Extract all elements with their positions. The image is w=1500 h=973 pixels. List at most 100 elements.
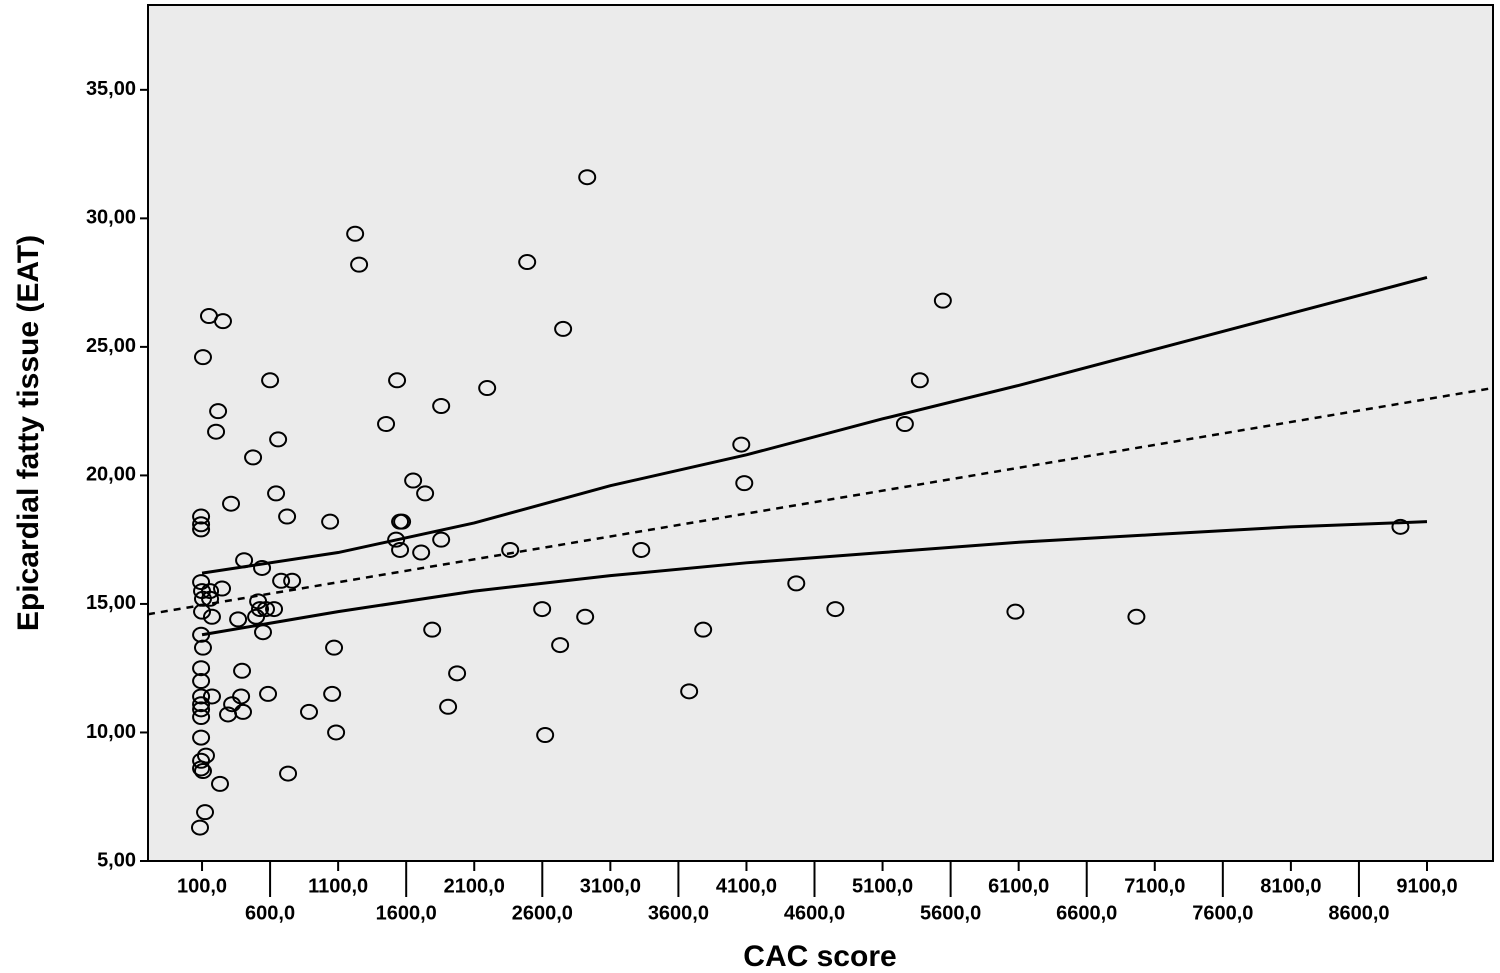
point	[192, 729, 211, 746]
point	[192, 709, 211, 726]
x-tick-label: 5100,0	[852, 875, 913, 897]
point	[235, 552, 254, 569]
x-tick-label: 2600,0	[512, 902, 573, 924]
x-tick-label: 9100,0	[1396, 875, 1457, 897]
point	[201, 583, 220, 600]
point	[259, 685, 278, 702]
point	[244, 449, 263, 466]
point	[416, 485, 435, 502]
point	[533, 601, 552, 618]
point	[732, 436, 751, 453]
point	[387, 531, 406, 548]
x-tick-label: 5600,0	[920, 902, 981, 924]
fit-line	[201, 276, 1428, 575]
point	[192, 508, 211, 525]
point	[222, 495, 241, 512]
y-tick-label: 30,00	[86, 207, 136, 229]
y-tick-label: 25,00	[86, 335, 136, 357]
x-axis-label: CAC score	[743, 940, 896, 973]
point	[278, 508, 297, 525]
point	[257, 601, 276, 618]
point	[787, 575, 806, 592]
point	[279, 765, 298, 782]
point	[1006, 603, 1025, 620]
fit-line	[201, 520, 1428, 637]
point	[404, 472, 423, 489]
point	[551, 637, 570, 654]
point	[735, 475, 754, 492]
point	[933, 292, 952, 309]
point	[211, 775, 230, 792]
point	[192, 660, 211, 677]
x-tick-label: 3100,0	[580, 875, 641, 897]
point	[554, 320, 573, 337]
point	[826, 601, 845, 618]
point	[327, 724, 346, 741]
point	[209, 403, 228, 420]
point	[202, 608, 221, 625]
point	[1391, 518, 1410, 535]
y-tick-label: 35,00	[86, 78, 136, 100]
point	[213, 313, 232, 330]
point	[346, 225, 365, 242]
point	[448, 665, 467, 682]
point	[432, 398, 451, 415]
point	[192, 516, 211, 533]
point	[632, 541, 651, 558]
point	[269, 431, 288, 448]
point	[323, 685, 342, 702]
point	[254, 624, 273, 641]
point	[265, 601, 284, 618]
point	[388, 372, 407, 389]
x-tick-label: 2100,0	[444, 875, 505, 897]
point	[1127, 608, 1146, 625]
point	[253, 559, 272, 576]
y-tick-label: 10,00	[86, 721, 136, 743]
x-tick-label: 6600,0	[1056, 902, 1117, 924]
point	[432, 531, 451, 548]
point	[192, 688, 211, 705]
x-tick-label: 7600,0	[1192, 902, 1253, 924]
point	[234, 703, 253, 720]
point	[272, 572, 291, 589]
point	[192, 574, 211, 591]
point	[325, 639, 344, 656]
x-tick-label: 3600,0	[648, 902, 709, 924]
y-tick-label: 20,00	[86, 464, 136, 486]
point	[190, 819, 209, 836]
point	[192, 760, 211, 777]
point	[233, 662, 252, 679]
point	[391, 541, 410, 558]
point	[439, 698, 458, 715]
point	[192, 752, 211, 769]
point	[232, 688, 251, 705]
point	[578, 169, 597, 186]
point	[229, 611, 248, 628]
point	[393, 513, 412, 530]
point	[536, 727, 555, 744]
point	[192, 673, 211, 690]
point	[207, 423, 226, 440]
point	[478, 380, 497, 397]
plot-area	[147, 4, 1494, 862]
point	[412, 544, 431, 561]
point	[196, 804, 215, 821]
point	[193, 763, 212, 780]
point	[501, 541, 520, 558]
y-tick-label: 5,00	[97, 849, 136, 871]
point	[423, 621, 442, 638]
x-tick-label: 6100,0	[988, 875, 1049, 897]
point	[193, 349, 212, 366]
x-tick-label: 7100,0	[1124, 875, 1185, 897]
x-tick-label: 8100,0	[1260, 875, 1321, 897]
point	[192, 701, 211, 718]
x-tick-label: 1100,0	[308, 875, 368, 897]
point	[201, 590, 220, 607]
point	[694, 621, 713, 638]
point	[202, 688, 221, 705]
point	[300, 703, 319, 720]
point	[193, 603, 212, 620]
fit-line	[147, 386, 1494, 616]
x-tick-label: 8600,0	[1328, 902, 1389, 924]
